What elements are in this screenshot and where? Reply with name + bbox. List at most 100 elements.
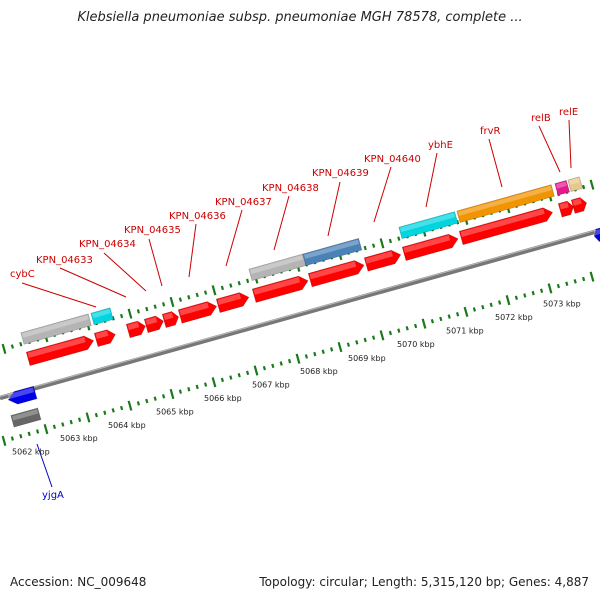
lower-tick [379, 330, 385, 341]
gene-relb[interactable] [554, 180, 570, 196]
lower-tick [463, 306, 469, 317]
lower-tick [582, 276, 586, 282]
cds-arrow-14-gloss [572, 198, 582, 206]
gene-yjga[interactable] [7, 385, 38, 405]
gene-yjga-gloss [7, 387, 35, 400]
cds-arrow-1[interactable] [25, 335, 95, 366]
kbp-label: 5065 kbp [156, 407, 194, 416]
lower-tick [531, 290, 535, 296]
cds-arrow-5[interactable] [161, 311, 179, 328]
lower-tick [337, 341, 343, 353]
lower-tick [178, 389, 182, 394]
lower-tick [279, 361, 283, 366]
upper-tick [10, 344, 14, 349]
lower-tick [36, 429, 40, 434]
gene-label: KPN_04635 [124, 225, 181, 236]
cds-arrow-8-gloss [253, 277, 301, 295]
upper-tick [229, 283, 233, 288]
lower-tick [489, 302, 493, 308]
leader-line [488, 138, 503, 188]
cds-arrow-7-gloss [217, 293, 241, 305]
lower-tick [145, 398, 149, 404]
gene-label: KPN_04640 [364, 154, 421, 165]
upper-tick [220, 285, 224, 291]
cds-arrow-3-gloss [127, 322, 140, 330]
lower-tick [330, 347, 334, 352]
upper-tick [136, 309, 140, 314]
accession-label: Accession: NC_009648 [10, 575, 147, 589]
lower-tick [246, 370, 250, 376]
gene-cybc[interactable] [20, 313, 92, 345]
upper-tick [397, 236, 401, 241]
gene-edge-blue-gloss [593, 228, 600, 236]
gene-rele-gloss [569, 178, 580, 185]
lower-tick [237, 372, 241, 378]
gene-label: KPN_04639 [312, 168, 369, 179]
lower-tick [481, 304, 485, 310]
cds-arrow-7[interactable] [215, 292, 250, 313]
gene-kpn04633[interactable] [90, 307, 114, 326]
lower-tick [372, 335, 376, 340]
lower-tick [85, 412, 91, 423]
lower-tick [10, 436, 14, 441]
gene-rele[interactable] [567, 176, 583, 192]
lower-tick [136, 401, 140, 406]
gene-kpn04638[interactable] [248, 253, 307, 281]
cds-yjga[interactable] [10, 407, 42, 428]
gene-ybhe[interactable] [398, 211, 459, 240]
cds-arrow-4-gloss [145, 317, 158, 325]
lower-tick [127, 400, 133, 411]
kbp-label: 5070 kbp [397, 340, 435, 349]
cds-arrow-10[interactable] [363, 249, 402, 272]
cds-arrow-9-gloss [309, 261, 357, 280]
lower-tick [162, 394, 166, 399]
cds-arrow-11[interactable] [401, 233, 459, 261]
lower-tick-row [1, 271, 595, 446]
gene-kpn04639[interactable] [302, 238, 363, 266]
cds-arrow-6[interactable] [177, 301, 218, 324]
leader-line [425, 152, 438, 208]
lower-tick [321, 349, 325, 354]
leader-line [103, 252, 147, 292]
lower-tick [505, 295, 511, 306]
cds-arrow-14[interactable] [570, 197, 587, 214]
upper-tick [178, 297, 182, 302]
kbp-label: 5071 kbp [446, 326, 484, 335]
cds-arrow-4[interactable] [143, 315, 164, 334]
lower-tick [19, 433, 23, 439]
cds-arrow-12[interactable] [458, 207, 554, 246]
lower-tick [547, 283, 553, 294]
kbp-label: 5069 kbp [348, 354, 386, 363]
cds-arrow-8[interactable] [251, 275, 309, 303]
lower-tick [1, 435, 7, 446]
gene-kpn04638-gloss [250, 255, 304, 274]
backbone-line [0, 228, 600, 401]
gene-cybc-gloss [22, 315, 89, 338]
lower-tick [355, 340, 359, 345]
kbp-label: 5062 kbp [12, 448, 50, 457]
gene-frvr[interactable] [456, 184, 555, 223]
lower-tick [52, 424, 56, 430]
cds-arrow-3[interactable] [125, 320, 146, 339]
cds-arrow-9[interactable] [307, 260, 365, 288]
lower-tick [111, 408, 115, 413]
cds-arrow-10-gloss [365, 251, 393, 264]
gene-label: KPN_04636 [169, 211, 226, 222]
kbp-labels: 5062 kbp 5063 kbp 5064 kbp 5065 kbp 5066 kbp… [12, 299, 581, 456]
kbp-label: 5064 kbp [108, 421, 146, 430]
upper-tick [363, 245, 367, 251]
upper-tick [120, 313, 124, 319]
cds-arrow-12-gloss [460, 208, 545, 237]
upper-tick [388, 238, 392, 244]
cds-arrow-13[interactable] [557, 200, 574, 218]
lower-tick [271, 363, 275, 369]
gene-features[interactable] [7, 176, 600, 428]
cds-arrow-2[interactable] [93, 329, 116, 347]
upper-tick [127, 308, 133, 319]
gene-edge-blue[interactable] [593, 227, 600, 242]
lower-tick [456, 311, 460, 317]
leader-line [148, 238, 163, 287]
gene-ybhe-gloss [400, 212, 456, 233]
